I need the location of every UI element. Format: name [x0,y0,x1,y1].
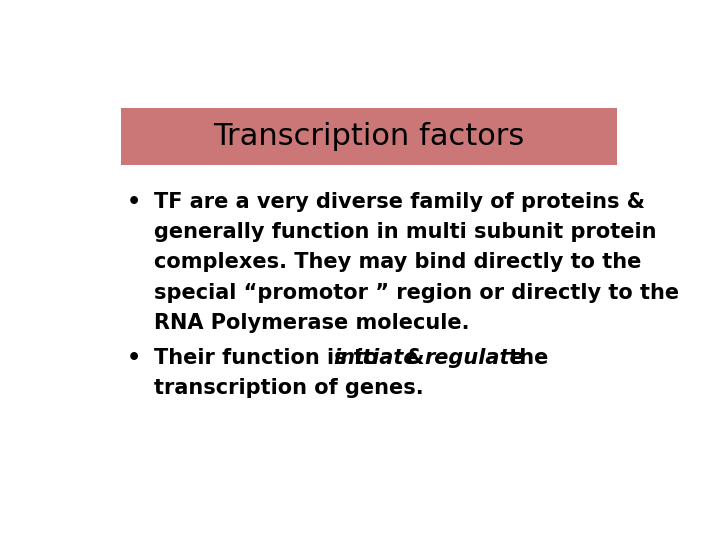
Text: •: • [126,192,140,212]
Text: &: & [399,348,432,368]
Text: •: • [126,348,140,368]
Text: generally function in multi subunit protein: generally function in multi subunit prot… [154,222,657,242]
FancyBboxPatch shape [121,109,617,165]
Text: TF are a very diverse family of proteins &: TF are a very diverse family of proteins… [154,192,645,212]
Text: regulate: regulate [425,348,524,368]
Text: complexes. They may bind directly to the: complexes. They may bind directly to the [154,252,642,272]
Text: transcription of genes.: transcription of genes. [154,378,424,398]
Text: special “promotor ” region or directly to the: special “promotor ” region or directly t… [154,282,679,303]
Text: Their function is to: Their function is to [154,348,386,368]
Text: RNA Polymerase molecule.: RNA Polymerase molecule. [154,313,469,333]
Text: Transcription factors: Transcription factors [213,122,525,151]
Text: initiate: initiate [333,348,418,368]
Text: the: the [502,348,548,368]
